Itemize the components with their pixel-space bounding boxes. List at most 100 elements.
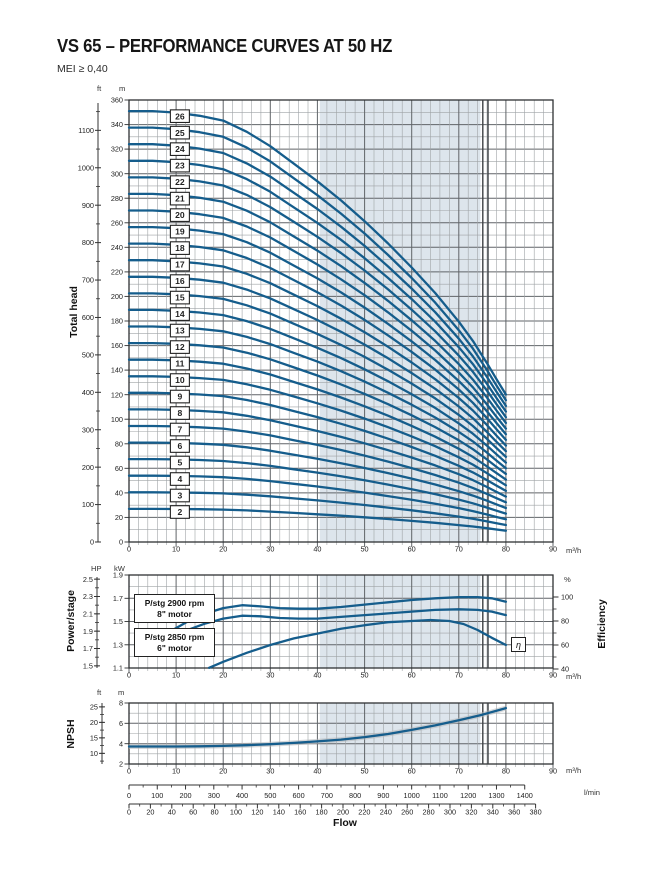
svg-text:11: 11	[175, 359, 184, 369]
svg-text:20: 20	[219, 767, 227, 776]
svg-text:14: 14	[175, 309, 185, 319]
svg-text:1.5: 1.5	[113, 617, 123, 626]
stage-curve-20	[127, 209, 508, 430]
svg-text:300: 300	[82, 425, 94, 434]
svg-text:2.3: 2.3	[83, 592, 93, 601]
svg-text:380: 380	[530, 808, 542, 817]
stage-label-box-7	[169, 422, 190, 437]
svg-text:280: 280	[423, 808, 435, 817]
svg-text:120: 120	[111, 390, 123, 399]
svg-text:100: 100	[230, 808, 242, 817]
svg-text:220: 220	[111, 267, 123, 276]
svg-text:200: 200	[337, 808, 349, 817]
svg-text:40: 40	[561, 665, 569, 674]
svg-text:240: 240	[380, 808, 392, 817]
stage-label-box-2	[169, 505, 190, 519]
svg-text:60: 60	[115, 464, 123, 473]
svg-text:20: 20	[115, 513, 123, 522]
svg-text:280: 280	[111, 194, 123, 203]
svg-text:21: 21	[175, 194, 185, 204]
stage-label-box-5	[169, 455, 190, 470]
stage-curve-8	[127, 408, 508, 498]
svg-text:160: 160	[111, 341, 123, 350]
svg-text:80: 80	[502, 671, 510, 680]
svg-text:700: 700	[321, 791, 333, 800]
svg-text:80: 80	[502, 545, 510, 554]
svg-text:60: 60	[408, 767, 416, 776]
svg-text:600: 600	[293, 791, 305, 800]
stage-curve-19	[127, 225, 508, 436]
svg-text:30: 30	[266, 767, 274, 776]
svg-text:200: 200	[179, 791, 191, 800]
svg-text:60: 60	[189, 808, 197, 817]
svg-text:70: 70	[455, 671, 463, 680]
head-panel: 0 10 20 30 40 50 60 70 80 90020406080100120140160…	[78, 96, 557, 554]
svg-text:6: 6	[119, 719, 123, 728]
svg-text:1.1: 1.1	[113, 664, 123, 673]
svg-text:220: 220	[358, 808, 370, 817]
svg-text:26: 26	[175, 111, 185, 121]
svg-text:900: 900	[377, 791, 389, 800]
svg-text:500: 500	[82, 350, 94, 359]
svg-text:20: 20	[219, 545, 227, 554]
power-stage-axis-label: Power/stage	[65, 590, 77, 652]
svg-text:2.1: 2.1	[83, 609, 93, 618]
stage-curve-3	[127, 491, 508, 527]
svg-text:10: 10	[172, 767, 180, 776]
svg-text:10: 10	[172, 545, 180, 554]
svg-text:30: 30	[266, 671, 274, 680]
svg-text:100: 100	[561, 593, 573, 602]
svg-text:1.7: 1.7	[113, 594, 123, 603]
power-kw-unit: kW	[114, 564, 125, 573]
svg-text:70: 70	[455, 545, 463, 554]
svg-text:120: 120	[251, 808, 263, 817]
stage-curve-9	[127, 391, 508, 493]
svg-text:60: 60	[561, 641, 569, 650]
power-curve-2850	[170, 608, 508, 640]
npsh-frame	[128, 702, 554, 765]
svg-text:1400: 1400	[517, 791, 533, 800]
svg-text:800: 800	[82, 238, 94, 247]
power-curve-2900	[170, 595, 508, 632]
svg-text:50: 50	[360, 767, 368, 776]
stage-curve-23	[127, 159, 508, 413]
stage-curve-17	[127, 259, 508, 447]
svg-text:22: 22	[175, 177, 185, 187]
stage-label-box-17	[169, 257, 190, 272]
stage-curve-4	[127, 474, 508, 521]
stage-curve-26	[127, 109, 508, 396]
svg-text:13: 13	[175, 326, 185, 336]
mei-rating: MEI ≥ 0,40	[57, 63, 108, 75]
svg-text:25: 25	[90, 702, 98, 711]
svg-text:5: 5	[177, 458, 182, 468]
stage-curve-12	[127, 341, 508, 476]
svg-text:400: 400	[82, 388, 94, 397]
stage-label-box-14	[169, 307, 190, 321]
stage-label-box-10	[169, 373, 190, 387]
stage-curve-6	[127, 441, 508, 510]
svg-text:300: 300	[111, 169, 123, 178]
svg-text:70: 70	[455, 767, 463, 776]
npsh-m-unit: m	[118, 688, 125, 697]
svg-text:1100: 1100	[78, 126, 94, 135]
svg-text:0: 0	[127, 767, 131, 776]
stage-label-box-18	[169, 241, 190, 255]
svg-text:40: 40	[313, 545, 321, 554]
svg-text:40: 40	[115, 488, 123, 497]
stage-label-box-23	[169, 158, 190, 173]
stage-label-box-6	[169, 439, 190, 453]
svg-text:0: 0	[127, 671, 131, 680]
svg-text:180: 180	[111, 317, 123, 326]
svg-text:25: 25	[175, 128, 185, 138]
svg-text:20: 20	[146, 808, 154, 817]
svg-text:4: 4	[119, 739, 123, 748]
stage-curve-10	[127, 375, 508, 487]
svg-text:7: 7	[177, 425, 182, 435]
stage-label-box-8	[169, 406, 190, 420]
npsh-ft-unit: ft	[97, 688, 102, 697]
svg-text:90: 90	[549, 671, 557, 680]
stage-label-box-26	[169, 109, 190, 124]
svg-text:1.5: 1.5	[83, 661, 93, 670]
